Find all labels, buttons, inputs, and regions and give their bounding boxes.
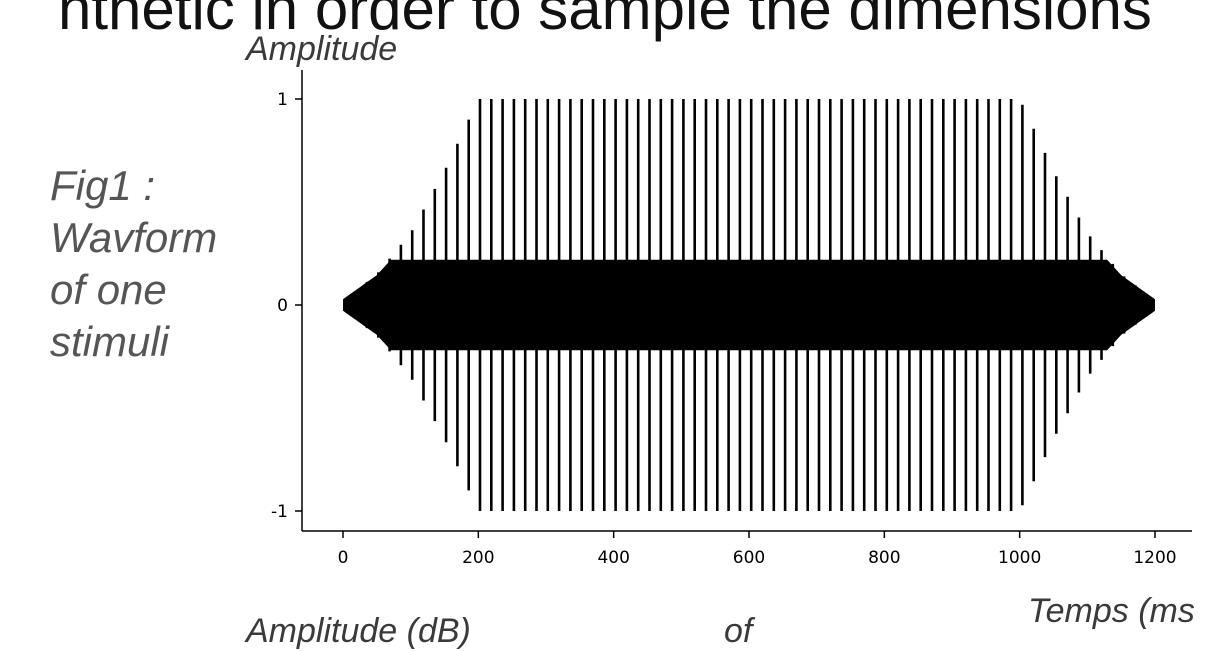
y-tick-label: 0 [277,296,288,316]
x-tick-label: 800 [868,548,900,568]
x-tick-0: 0 [338,531,349,568]
y-tick-1: 1 [277,90,302,110]
y-axis-label: Amplitude [246,30,398,68]
y-tick--1: -1 [271,502,302,522]
x-tick-1000: 1000 [998,531,1041,568]
y-axis-ticks: -1 0 1 [271,90,302,522]
y-tick-label: 1 [277,90,288,110]
y-tick-label: -1 [271,502,288,522]
x-tick-label: 400 [597,548,629,568]
x-tick-600: 600 [733,531,765,568]
caption-line-3: of one [50,266,167,313]
x-tick-1200: 1200 [1133,531,1177,568]
x-axis-ticks: 0 200 400 600 800 1000 1200 [338,531,1177,568]
caption-line-2: Wavform [50,214,218,261]
x-tick-label: 200 [462,548,494,568]
caption-line-4: stimuli [50,318,170,365]
x-tick-label: 1000 [998,548,1041,568]
y-tick-0: 0 [277,296,302,316]
background-heading-text: nthetic in order to sample the dimension… [58,0,1152,42]
figure-caption: Fig1 : Wavform of one stimuli [50,160,217,368]
waveform-chart: 0 200 400 600 800 1000 1200 -1 0 1 [271,70,1192,568]
caption-line-1: Fig1 : [50,162,156,209]
x-tick-label: 600 [733,548,765,568]
x-axis-label: Temps (ms [1028,592,1195,630]
x-tick-200: 200 [462,531,495,568]
x-tick-400: 400 [597,531,630,568]
x-tick-label: 0 [338,548,349,568]
x-tick-label: 1200 [1133,548,1176,568]
x-tick-800: 800 [868,531,901,568]
waveform-series [343,99,1155,511]
